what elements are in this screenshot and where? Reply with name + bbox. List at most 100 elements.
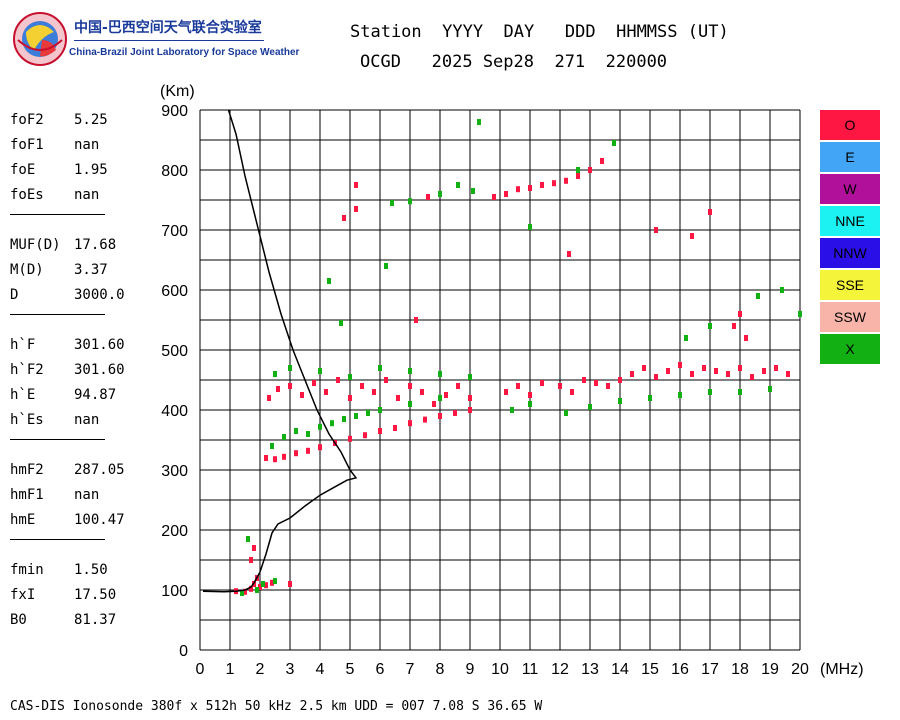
echo-point — [612, 140, 616, 146]
echo-point — [267, 395, 271, 401]
echo-point — [408, 383, 412, 389]
echo-point — [516, 186, 520, 193]
echo-point — [684, 335, 688, 341]
echo-point — [768, 386, 772, 392]
echo-point — [504, 191, 508, 197]
param-value: 17.68 — [74, 237, 117, 253]
y-tick-label: 100 — [161, 583, 188, 600]
echo-point — [384, 263, 388, 269]
echo-point — [714, 368, 718, 374]
echo-point — [576, 167, 580, 173]
param-value: 3.37 — [74, 262, 108, 278]
param-row: MUF(D) 17.68 — [10, 233, 130, 258]
param-label: hmF1 — [10, 487, 44, 503]
y-tick-label: 800 — [161, 163, 188, 180]
header-columns: Station YYYY DAY DDD HHMMSS (UT) — [350, 22, 729, 42]
x-tick-label: 16 — [671, 661, 689, 678]
echo-point — [567, 251, 571, 257]
echo-point — [456, 182, 460, 188]
echo-point — [630, 371, 634, 377]
y-tick-label: 500 — [161, 343, 188, 360]
profile-curve — [202, 109, 358, 593]
echo-point — [342, 215, 346, 221]
echo-point — [582, 377, 586, 383]
echo-point — [294, 450, 298, 457]
globe-logo-icon — [13, 12, 67, 66]
param-value: 94.87 — [74, 387, 117, 403]
echo-point — [348, 395, 352, 401]
echo-point — [477, 119, 481, 125]
param-label: MUF(D) — [10, 237, 61, 253]
echo-point — [774, 365, 778, 371]
param-row: foF1 nan — [10, 133, 130, 158]
echo-point — [456, 383, 460, 389]
x-tick-label: 2 — [256, 661, 265, 678]
echo-point — [786, 371, 790, 377]
param-value: 5.25 — [74, 112, 108, 128]
param-label: foF2 — [10, 112, 44, 128]
param-label: M(D) — [10, 262, 44, 278]
echo-point — [273, 456, 277, 463]
param-row: B0 81.37 — [10, 608, 130, 633]
echo-point — [324, 389, 328, 395]
param-label: hmE — [10, 512, 36, 528]
echo-point — [588, 167, 592, 173]
param-label: B0 — [10, 612, 27, 628]
x-tick-label: 7 — [406, 661, 415, 678]
echo-point — [798, 311, 802, 317]
echo-point — [348, 374, 352, 380]
param-row: fxI 17.50 — [10, 583, 130, 608]
echo-point — [762, 368, 766, 374]
echo-point — [540, 182, 544, 188]
param-row: D 3000.0 — [10, 283, 130, 308]
param-separator — [10, 214, 105, 215]
echo-point — [432, 401, 436, 407]
echo-point — [438, 191, 442, 197]
echo-point — [648, 395, 652, 401]
echo-point — [408, 198, 412, 205]
echo-point — [348, 435, 352, 442]
echo-point — [588, 404, 592, 410]
echo-point — [270, 579, 274, 586]
x-axis-label: (MHz) — [820, 661, 864, 678]
echo-point — [249, 557, 253, 563]
legend-item-sse: SSE — [820, 270, 880, 300]
echo-point — [558, 383, 562, 389]
param-value: nan — [74, 137, 100, 153]
echo-point — [273, 578, 277, 584]
y-tick-label: 0 — [179, 643, 188, 660]
echo-point — [327, 278, 331, 284]
echo-point — [423, 416, 427, 423]
echo-point — [426, 194, 430, 200]
echo-point — [366, 410, 370, 416]
param-row: fmin 1.50 — [10, 558, 130, 583]
echo-point — [438, 395, 442, 401]
echo-point — [258, 584, 262, 590]
legend-item-nne: NNE — [820, 206, 880, 236]
y-tick-label: 300 — [161, 463, 188, 480]
param-separator — [10, 539, 105, 540]
echo-point — [576, 173, 580, 179]
x-tick-label: 15 — [641, 661, 659, 678]
echo-point — [468, 395, 472, 401]
param-row: h`E 94.87 — [10, 383, 130, 408]
echo-point — [690, 371, 694, 377]
echo-point — [744, 335, 748, 341]
echo-point — [618, 377, 622, 383]
echo-point — [393, 425, 397, 431]
echo-point — [336, 377, 340, 383]
echo-point — [471, 188, 475, 194]
echo-point — [288, 383, 292, 389]
echo-point — [528, 224, 532, 230]
echo-point — [390, 200, 394, 206]
echo-point — [600, 158, 604, 164]
echo-point — [666, 368, 670, 374]
echo-point — [438, 371, 442, 377]
echo-point — [654, 227, 658, 233]
param-row: hmE 100.47 — [10, 508, 130, 533]
x-tick-label: 3 — [286, 661, 295, 678]
y-axis-label: (Km) — [160, 83, 195, 100]
param-label: foEs — [10, 187, 44, 203]
echo-point — [606, 383, 610, 389]
